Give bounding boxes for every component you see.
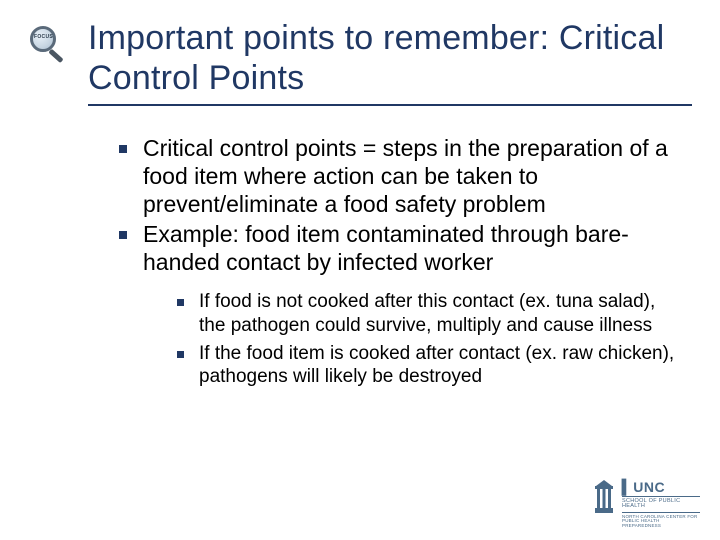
- slide-title: Important points to remember: Critical C…: [88, 18, 692, 98]
- bullet-text: Example: food item contaminated through …: [143, 221, 629, 275]
- sub-bullet-list: If food is not cooked after this contact…: [173, 290, 682, 388]
- unc-center-line: NORTH CAROLINA CENTER FOR PUBLIC HEALTH …: [622, 515, 700, 529]
- focus-logo-wrap: FOCUS: [28, 18, 88, 73]
- footer-logo: ▍UNC SCHOOL OF PUBLIC HEALTH NORTH CAROL…: [592, 480, 700, 529]
- bullet-item: Critical control points = steps in the p…: [113, 134, 682, 218]
- slide-body: Critical control points = steps in the p…: [28, 134, 692, 388]
- slide: FOCUS Important points to remember: Crit…: [0, 0, 720, 540]
- magnifier-handle: [48, 49, 63, 63]
- title-underline: [88, 104, 692, 106]
- sub-bullet-item: If food is not cooked after this contact…: [173, 290, 682, 337]
- focus-label: FOCUS: [34, 34, 53, 40]
- unc-logo: ▍UNC SCHOOL OF PUBLIC HEALTH NORTH CAROL…: [592, 480, 700, 529]
- unc-text-block: ▍UNC SCHOOL OF PUBLIC HEALTH NORTH CAROL…: [622, 480, 700, 529]
- unc-well-icon: [592, 480, 616, 514]
- unc-top-text: UNC: [633, 479, 665, 495]
- unc-brand: ▍UNC: [622, 480, 700, 497]
- unc-pipe: ▍: [622, 479, 633, 495]
- main-bullet-list: Critical control points = steps in the p…: [113, 134, 682, 388]
- bullet-text: Critical control points = steps in the p…: [143, 135, 668, 217]
- sub-bullet-item: If the food item is cooked after contact…: [173, 342, 682, 389]
- sub-bullet-text: If food is not cooked after this contact…: [199, 291, 655, 336]
- unc-school-line: SCHOOL OF PUBLIC HEALTH: [622, 499, 700, 513]
- sub-bullet-text: If the food item is cooked after contact…: [199, 343, 674, 388]
- slide-header: FOCUS Important points to remember: Crit…: [28, 18, 692, 106]
- bullet-item: Example: food item contaminated through …: [113, 220, 682, 388]
- magnifier-icon: FOCUS: [28, 24, 72, 68]
- title-wrap: Important points to remember: Critical C…: [88, 18, 692, 106]
